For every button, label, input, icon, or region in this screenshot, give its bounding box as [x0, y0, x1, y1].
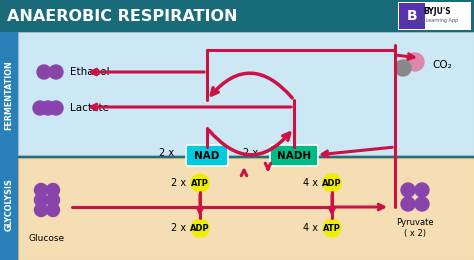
FancyBboxPatch shape: [399, 3, 425, 29]
Text: ADP: ADP: [322, 179, 342, 187]
Circle shape: [401, 183, 415, 197]
Text: Lactate: Lactate: [70, 103, 109, 113]
Text: ATP: ATP: [323, 224, 341, 232]
Circle shape: [395, 60, 411, 76]
Circle shape: [415, 183, 429, 197]
Circle shape: [323, 219, 341, 237]
Circle shape: [41, 101, 55, 115]
FancyBboxPatch shape: [0, 32, 18, 260]
FancyBboxPatch shape: [270, 145, 318, 166]
Circle shape: [415, 197, 429, 211]
Text: CO₂: CO₂: [432, 60, 452, 70]
FancyBboxPatch shape: [18, 158, 474, 260]
Text: NAD: NAD: [194, 151, 219, 160]
Text: ANAEROBIC RESPIRATION: ANAEROBIC RESPIRATION: [7, 9, 237, 23]
Text: BYJU'S: BYJU'S: [423, 6, 451, 16]
Text: NADH: NADH: [277, 151, 311, 160]
Text: FERMENTATION: FERMENTATION: [4, 60, 13, 130]
Text: ATP: ATP: [191, 179, 209, 187]
Circle shape: [35, 193, 47, 206]
Circle shape: [46, 204, 60, 217]
Circle shape: [406, 53, 424, 71]
FancyBboxPatch shape: [398, 2, 471, 30]
Text: 4 x: 4 x: [303, 223, 318, 233]
Circle shape: [191, 174, 209, 192]
Text: Pyruvate
( x 2): Pyruvate ( x 2): [396, 218, 434, 238]
Circle shape: [46, 193, 60, 206]
Text: 2 x: 2 x: [171, 223, 186, 233]
Circle shape: [49, 65, 63, 79]
Circle shape: [49, 101, 63, 115]
Text: ADP: ADP: [190, 224, 210, 232]
Text: B: B: [407, 9, 417, 23]
Text: Glucose: Glucose: [29, 233, 65, 243]
Text: Ethanol: Ethanol: [70, 67, 109, 77]
Circle shape: [323, 174, 341, 192]
Circle shape: [46, 184, 60, 197]
Circle shape: [37, 65, 51, 79]
Circle shape: [191, 219, 209, 237]
Circle shape: [33, 101, 47, 115]
Circle shape: [35, 184, 47, 197]
Text: The Learning App: The Learning App: [415, 17, 458, 23]
Circle shape: [401, 197, 415, 211]
Text: 2 x: 2 x: [171, 178, 186, 188]
FancyBboxPatch shape: [18, 32, 474, 155]
FancyBboxPatch shape: [0, 0, 474, 32]
Text: GLYCOLYSIS: GLYCOLYSIS: [4, 179, 13, 231]
Circle shape: [35, 204, 47, 217]
FancyBboxPatch shape: [186, 145, 228, 166]
Text: 2 x: 2 x: [243, 148, 258, 158]
Text: 2 x: 2 x: [159, 148, 174, 158]
Text: 4 x: 4 x: [303, 178, 318, 188]
